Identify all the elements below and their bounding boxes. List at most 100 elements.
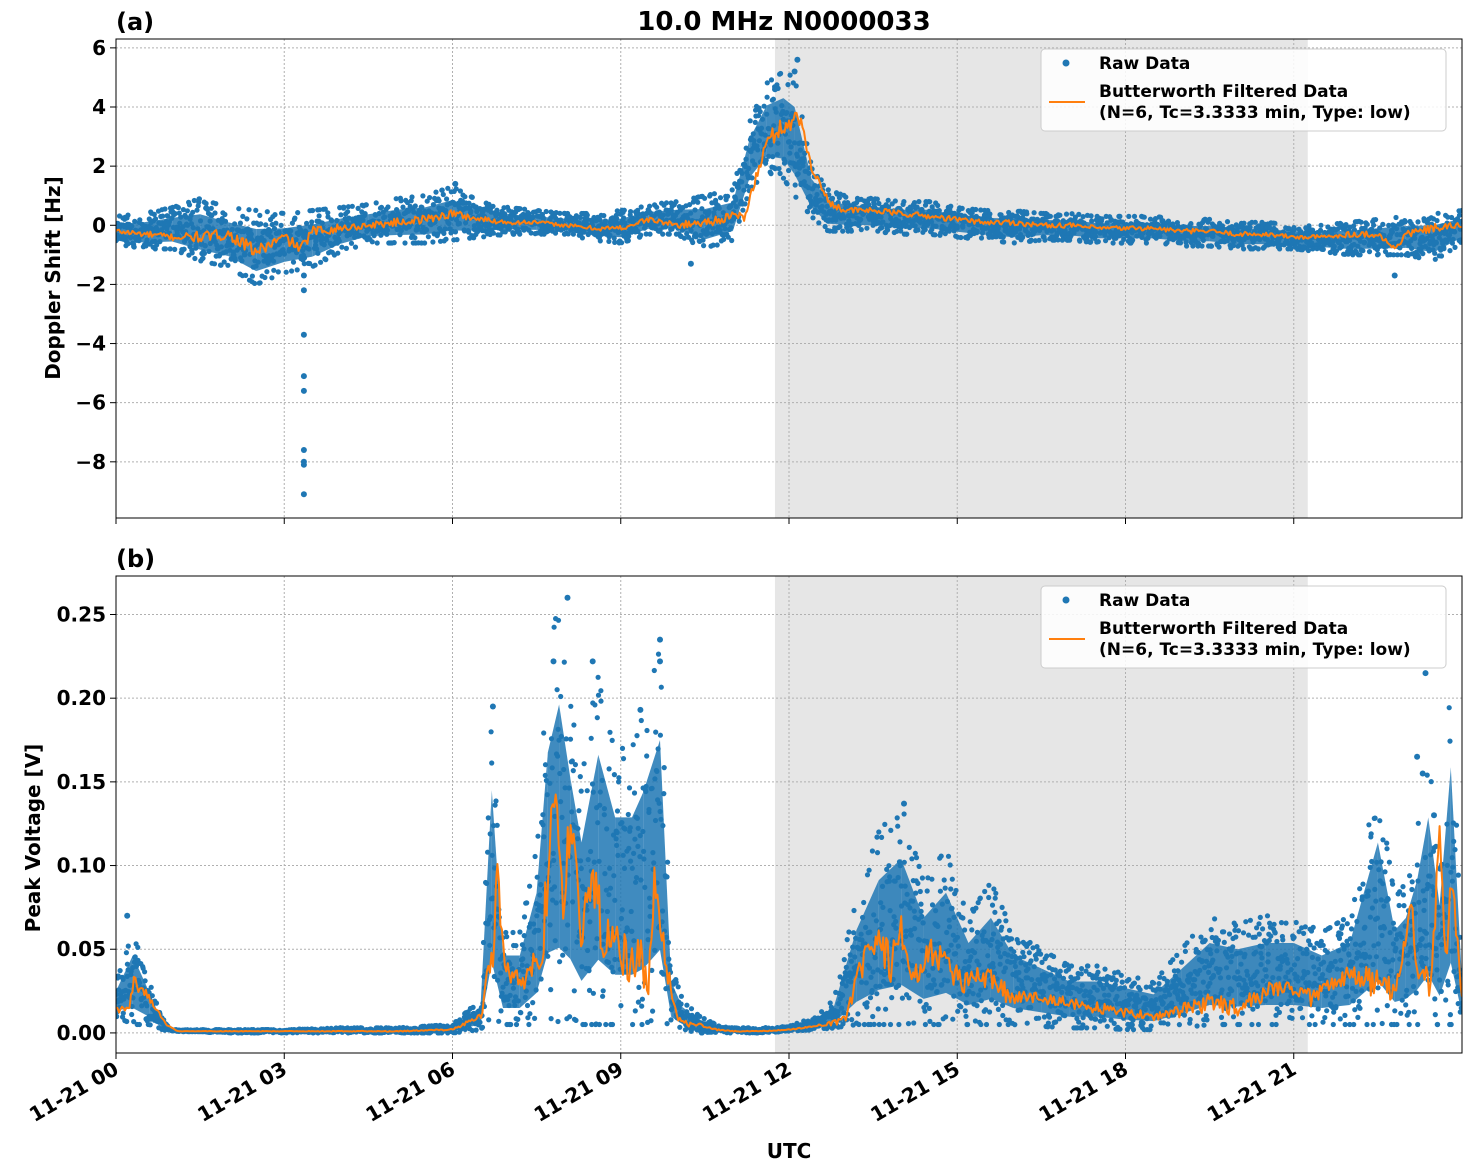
raw-data-point [786,168,791,173]
raw-data-point [480,1025,485,1030]
raw-data-point [702,196,707,201]
raw-data-point [530,1000,535,1005]
raw-data-point [958,235,963,240]
raw-data-point [758,109,763,114]
raw-data-point [142,969,147,974]
raw-data-point [785,181,790,186]
raw-data-point [427,195,432,200]
raw-data-point [548,987,553,992]
raw-data-point [1452,245,1457,250]
raw-data-point [1042,238,1047,243]
raw-data-point [257,213,262,218]
raw-data-point [162,206,167,211]
raw-data-point [137,1022,142,1027]
raw-data-point [323,257,328,262]
raw-data-point [271,268,276,273]
raw-data-point [379,205,384,210]
raw-data-point [715,242,720,247]
raw-data-point [1096,239,1101,244]
raw-data-point [1048,214,1053,219]
raw-data-point [712,191,717,196]
raw-data-point [370,239,375,244]
raw-data-point [374,200,379,205]
raw-data-outlier [301,388,307,394]
raw-data-point [730,187,735,192]
raw-data-point [489,760,494,765]
raw-data-point [525,1003,530,1008]
raw-data-point [212,261,217,266]
raw-data-point [1081,214,1086,219]
raw-data-point [515,1017,520,1022]
raw-data-point [246,207,251,212]
raw-data-point [400,205,405,210]
raw-data-point [526,1022,531,1027]
raw-data-point [647,204,652,209]
raw-data-point [552,625,557,630]
raw-data-point [470,195,475,200]
raw-data-point [805,209,810,214]
raw-data-point [653,730,658,735]
raw-data-point [640,997,645,1002]
raw-data-point [1458,240,1463,245]
raw-data-point [344,246,349,251]
raw-data-point [309,219,314,224]
raw-data-point [212,210,217,215]
panel-a-label: (a) [116,8,154,36]
raw-data-point [676,984,681,989]
raw-data-point [600,994,605,999]
raw-data-point [295,267,300,272]
raw-data-point [163,246,168,251]
raw-data-point [262,275,267,280]
raw-data-point [350,204,355,209]
raw-data-point [1360,248,1365,253]
raw-data-point [168,246,173,251]
raw-data-point [580,235,585,240]
raw-data-point [568,737,573,742]
raw-data-point [904,232,909,237]
raw-data-outlier [301,491,307,497]
raw-data-point [591,991,596,996]
raw-data-point [560,953,565,958]
raw-data-point [607,766,612,771]
raw-data-point [667,232,672,237]
raw-data-point [1064,212,1069,217]
raw-data-point [893,198,898,203]
raw-data-point [864,226,869,231]
raw-data-point [556,618,561,623]
raw-data-band [144,218,172,243]
raw-data-point [176,205,181,210]
raw-data-point [948,204,953,209]
raw-data-point [185,208,190,213]
raw-data-point [778,71,783,76]
raw-data-point [633,1008,638,1013]
raw-data-point [409,194,414,199]
raw-data-point [1434,218,1439,223]
raw-data-point [209,206,214,211]
raw-data-point [916,199,921,204]
raw-data-point [269,275,274,280]
raw-data-point [788,73,793,78]
raw-data-point [265,209,270,214]
raw-data-point [172,247,177,252]
raw-data-point [549,1016,554,1021]
raw-data-point [765,80,770,85]
panel-a-ylabel: Doppler Shift [Hz] [41,176,65,380]
raw-data-point [422,240,427,245]
raw-data-point [644,728,649,733]
raw-data-point [810,215,815,220]
raw-data-point [558,694,563,699]
raw-data-point [514,1022,519,1027]
raw-data-point [413,203,418,208]
raw-data-point [596,693,601,698]
raw-data-point [1321,247,1326,252]
raw-data-point [244,216,249,221]
panel-b-ylabel: Peak Voltage [V] [21,744,45,933]
raw-data-point [1420,251,1425,256]
raw-data-point [684,1003,689,1008]
raw-data-point [441,192,446,197]
raw-data-point [648,1018,653,1023]
y-tick-label-a: 2 [92,154,106,178]
raw-data-point [573,1018,578,1023]
raw-data-point [562,660,567,665]
